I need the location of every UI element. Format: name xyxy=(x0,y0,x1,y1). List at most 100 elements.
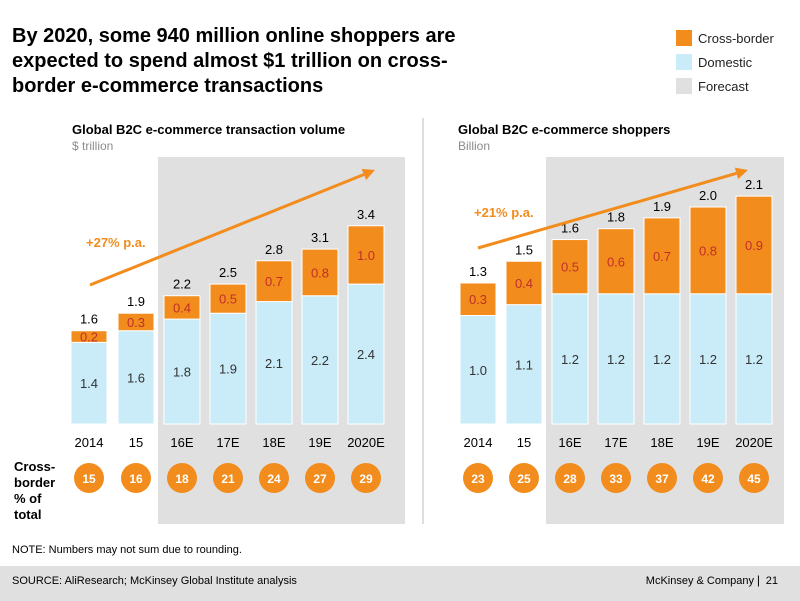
data-label-domestic: 2.4 xyxy=(357,347,375,362)
data-label-cross-border: 0.3 xyxy=(127,315,145,330)
pct-circle xyxy=(463,463,493,493)
growth-arrow-line xyxy=(477,171,737,250)
data-label-cross-border: 0.5 xyxy=(219,292,237,307)
pct-circle xyxy=(213,463,243,493)
footnote: NOTE: Numbers may not sum due to roundin… xyxy=(12,544,242,556)
bar-cross-border xyxy=(643,217,681,295)
cross-border-row-label: Cross-border% of total xyxy=(14,459,55,522)
footer-separator: | xyxy=(756,573,760,587)
growth-annotation: +21% p.a. xyxy=(474,205,534,220)
data-label-total: 2.2 xyxy=(173,277,191,292)
data-label-cross-border: 0.5 xyxy=(561,260,579,275)
pct-circle xyxy=(601,463,631,493)
x-tick-label: 2014 xyxy=(464,435,493,450)
footer-bar xyxy=(0,566,800,601)
growth-arrow-line xyxy=(89,173,365,287)
x-tick-label: 15 xyxy=(129,435,143,450)
pct-label: 28 xyxy=(563,472,577,486)
data-label-total: 1.8 xyxy=(607,210,625,225)
data-label-domestic: 1.2 xyxy=(745,352,763,367)
data-label-cross-border: 0.8 xyxy=(311,265,329,280)
legend-swatch-domestic xyxy=(676,54,692,70)
legend-item-domestic: Domestic xyxy=(676,50,774,74)
legend-item-cross-border: Cross-border xyxy=(676,26,774,50)
legend-swatch-forecast xyxy=(676,78,692,94)
legend-swatch-cross-border xyxy=(676,30,692,46)
growth-arrow-head xyxy=(734,167,748,180)
bar-domestic xyxy=(347,283,385,425)
legend-label: Domestic xyxy=(698,54,753,70)
data-label-cross-border: 0.4 xyxy=(515,276,533,291)
x-tick-label: 16E xyxy=(558,435,581,450)
pct-circle xyxy=(351,463,381,493)
pct-label: 27 xyxy=(313,472,327,486)
data-label-domestic: 1.8 xyxy=(173,365,191,380)
data-label-domestic: 1.4 xyxy=(80,376,98,391)
legend: Cross-border Domestic Forecast xyxy=(676,26,774,98)
data-label-total: 1.6 xyxy=(561,221,579,236)
chart-title: Global B2C e-commerce shoppers xyxy=(458,122,670,137)
bar-domestic xyxy=(689,293,727,425)
x-tick-label: 2014 xyxy=(75,435,104,450)
data-label-cross-border: 0.4 xyxy=(173,300,191,315)
pct-label: 45 xyxy=(747,472,761,486)
legend-label: Forecast xyxy=(698,78,749,94)
pct-circle xyxy=(739,463,769,493)
bar-cross-border xyxy=(301,248,339,297)
data-label-total: 1.9 xyxy=(127,294,145,309)
data-label-cross-border: 0.3 xyxy=(469,292,487,307)
bar-domestic xyxy=(301,295,339,425)
data-label-cross-border: 0.7 xyxy=(265,274,283,289)
pct-circle xyxy=(121,463,151,493)
data-label-total: 1.3 xyxy=(469,264,487,279)
data-label-total: 2.0 xyxy=(699,188,717,203)
pct-label: 23 xyxy=(471,472,485,486)
pct-label: 37 xyxy=(655,472,669,486)
pct-circle xyxy=(305,463,335,493)
bar-cross-border xyxy=(347,225,385,285)
brand-name: McKinsey & Company xyxy=(645,575,754,587)
x-tick-label: 2020E xyxy=(347,435,385,450)
data-label-domestic: 2.2 xyxy=(311,353,329,368)
pct-circle xyxy=(693,463,723,493)
data-label-total: 3.1 xyxy=(311,230,329,245)
page-number: 21 xyxy=(765,575,778,587)
x-tick-label: 15 xyxy=(517,435,531,450)
growth-arrow-head xyxy=(361,168,375,181)
data-label-total: 1.5 xyxy=(515,242,533,257)
pct-label: 18 xyxy=(175,472,189,486)
pct-label: 33 xyxy=(609,472,623,486)
pct-label: 24 xyxy=(267,472,281,486)
pct-label: 25 xyxy=(517,472,531,486)
bar-domestic xyxy=(209,312,247,425)
bar-cross-border xyxy=(689,206,727,295)
data-label-cross-border: 1.0 xyxy=(357,248,375,263)
bar-cross-border xyxy=(70,330,108,343)
legend-label: Cross-border xyxy=(698,30,774,46)
bar-cross-border xyxy=(117,312,155,332)
x-tick-label: 19E xyxy=(696,435,719,450)
x-tick-label: 16E xyxy=(170,435,193,450)
x-tick-label: 17E xyxy=(604,435,627,450)
pct-label: 42 xyxy=(701,472,715,486)
data-label-domestic: 1.0 xyxy=(469,363,487,378)
chart-subtitle: Billion xyxy=(458,139,490,153)
data-label-cross-border: 0.2 xyxy=(80,330,98,345)
data-label-total: 2.8 xyxy=(265,242,283,257)
pct-circle xyxy=(647,463,677,493)
data-label-domestic: 1.2 xyxy=(561,352,579,367)
data-label-domestic: 1.1 xyxy=(515,357,533,372)
pct-circle xyxy=(555,463,585,493)
data-label-total: 1.9 xyxy=(653,199,671,214)
bar-cross-border xyxy=(459,282,497,317)
bar-cross-border xyxy=(209,283,247,314)
data-label-domestic: 1.6 xyxy=(127,370,145,385)
page-title: By 2020, some 940 million online shopper… xyxy=(12,25,456,97)
bar-cross-border xyxy=(597,228,635,295)
bar-cross-border xyxy=(505,260,543,306)
growth-annotation: +27% p.a. xyxy=(86,235,146,250)
legend-item-forecast: Forecast xyxy=(676,74,774,98)
bar-domestic xyxy=(255,301,293,425)
bar-cross-border xyxy=(255,260,293,303)
pct-label: 21 xyxy=(221,472,235,486)
